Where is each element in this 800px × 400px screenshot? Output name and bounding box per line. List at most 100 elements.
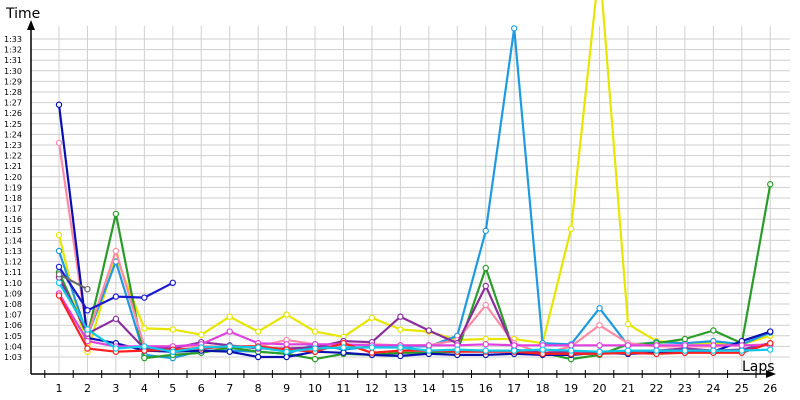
data-point bbox=[681, 335, 689, 343]
data-point bbox=[368, 314, 376, 321]
y-tick-label: 1:22 bbox=[4, 152, 22, 161]
data-point bbox=[596, 342, 603, 349]
y-tick-label: 1:04 bbox=[4, 342, 22, 351]
data-point bbox=[55, 271, 63, 278]
x-tick-label: 16 bbox=[479, 382, 493, 395]
y-tick-label: 1:13 bbox=[4, 247, 22, 256]
data-point bbox=[596, 348, 603, 355]
y-tick-label: 1:24 bbox=[4, 130, 22, 139]
grid bbox=[31, 26, 790, 378]
y-tick-label: 1:09 bbox=[4, 289, 22, 298]
x-tick-label: 11 bbox=[337, 382, 351, 395]
y-tick-label: 1:17 bbox=[4, 205, 22, 214]
data-point bbox=[226, 343, 233, 350]
data-point bbox=[141, 325, 148, 332]
data-point bbox=[141, 354, 148, 362]
data-point bbox=[55, 263, 63, 271]
data-point bbox=[681, 342, 689, 349]
series-line bbox=[57, 27, 771, 360]
x-tick-label: 21 bbox=[621, 382, 635, 395]
data-point bbox=[254, 353, 262, 361]
series-line bbox=[58, 294, 771, 355]
data-point bbox=[624, 347, 632, 354]
data-point bbox=[397, 344, 404, 351]
tick-labels: 1:03 1:041:05 1:061:07 1:08 1:091:10 1:111:12… bbox=[4, 35, 777, 395]
data-point bbox=[254, 328, 262, 335]
data-point bbox=[624, 342, 632, 349]
y-tick-label: 1:06 bbox=[4, 321, 22, 330]
data-point bbox=[283, 348, 290, 355]
data-point bbox=[454, 346, 461, 353]
y-tick-label: 1:10 bbox=[4, 279, 22, 288]
data-point bbox=[596, 305, 603, 312]
data-point bbox=[397, 313, 404, 320]
series-layer bbox=[55, 0, 774, 363]
x-tick-label: 14 bbox=[422, 382, 436, 395]
data-point bbox=[567, 225, 575, 232]
x-tick-label: 13 bbox=[393, 382, 407, 395]
data-point bbox=[112, 345, 120, 352]
data-point bbox=[84, 307, 91, 314]
data-point bbox=[198, 344, 205, 351]
series-line bbox=[57, 0, 771, 353]
data-point bbox=[368, 349, 376, 356]
data-point bbox=[511, 347, 518, 354]
data-point bbox=[539, 346, 546, 353]
y-tick-label: 1:12 bbox=[4, 258, 22, 267]
data-point bbox=[482, 341, 489, 348]
axes bbox=[27, 20, 776, 378]
y-tick-label: 1:20 bbox=[4, 173, 22, 182]
data-point bbox=[141, 343, 148, 350]
y-axis-title: Time bbox=[5, 6, 40, 22]
x-tick-label: 4 bbox=[141, 382, 148, 395]
data-point bbox=[710, 342, 717, 349]
y-tick-label: 1:16 bbox=[4, 215, 22, 224]
y-tick-label: 1:26 bbox=[4, 109, 22, 118]
data-point bbox=[425, 347, 433, 354]
series-11 bbox=[55, 279, 774, 355]
data-point bbox=[84, 345, 91, 352]
series-line bbox=[57, 184, 772, 361]
series-line bbox=[57, 142, 771, 355]
data-point bbox=[710, 347, 717, 354]
data-point bbox=[767, 340, 774, 347]
data-point bbox=[482, 347, 489, 354]
x-tick-label: 1 bbox=[56, 382, 63, 395]
data-point bbox=[55, 292, 63, 299]
data-point bbox=[767, 181, 774, 188]
data-point bbox=[340, 344, 347, 351]
y-tick-label: 1:29 bbox=[4, 77, 22, 86]
x-tick-label: 25 bbox=[735, 382, 749, 395]
y-tick-label: 1:21 bbox=[4, 162, 22, 171]
data-point bbox=[567, 347, 575, 354]
y-tick-label: 1:27 bbox=[4, 99, 22, 108]
data-point bbox=[482, 282, 489, 290]
data-point bbox=[169, 279, 176, 286]
data-point bbox=[84, 326, 91, 333]
data-point bbox=[55, 101, 63, 108]
data-point bbox=[767, 328, 774, 335]
data-point bbox=[624, 320, 632, 328]
data-point bbox=[340, 349, 347, 356]
x-tick-label: 19 bbox=[564, 382, 578, 395]
data-point bbox=[425, 342, 433, 349]
x-tick-label: 26 bbox=[763, 382, 777, 395]
data-point bbox=[710, 327, 717, 334]
y-tick-label: 1:08 bbox=[4, 300, 22, 309]
data-point bbox=[653, 347, 660, 354]
x-tick-label: 20 bbox=[593, 382, 607, 395]
data-point bbox=[169, 348, 176, 355]
data-point bbox=[738, 347, 746, 354]
y-tick-label: 1:30 bbox=[4, 67, 22, 76]
x-tick-label: 3 bbox=[112, 382, 119, 395]
data-point bbox=[112, 247, 120, 255]
data-point bbox=[567, 342, 575, 349]
data-point bbox=[283, 341, 290, 348]
data-point bbox=[112, 210, 120, 218]
series-line bbox=[58, 292, 771, 348]
series-line bbox=[58, 273, 89, 291]
data-point bbox=[226, 348, 233, 355]
x-tick-label: 23 bbox=[678, 382, 692, 395]
data-point bbox=[596, 322, 603, 329]
data-point bbox=[738, 342, 746, 349]
